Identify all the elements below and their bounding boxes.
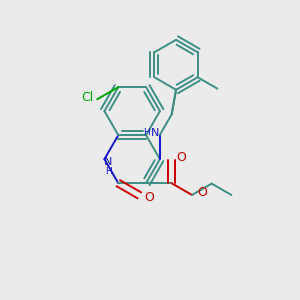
Text: O: O	[197, 187, 207, 200]
Text: O: O	[176, 151, 186, 164]
Text: N: N	[104, 157, 112, 167]
Text: H: H	[105, 167, 112, 176]
Text: O: O	[144, 191, 154, 204]
Text: N: N	[151, 128, 159, 138]
Text: H: H	[143, 128, 149, 137]
Text: Cl: Cl	[81, 91, 93, 104]
